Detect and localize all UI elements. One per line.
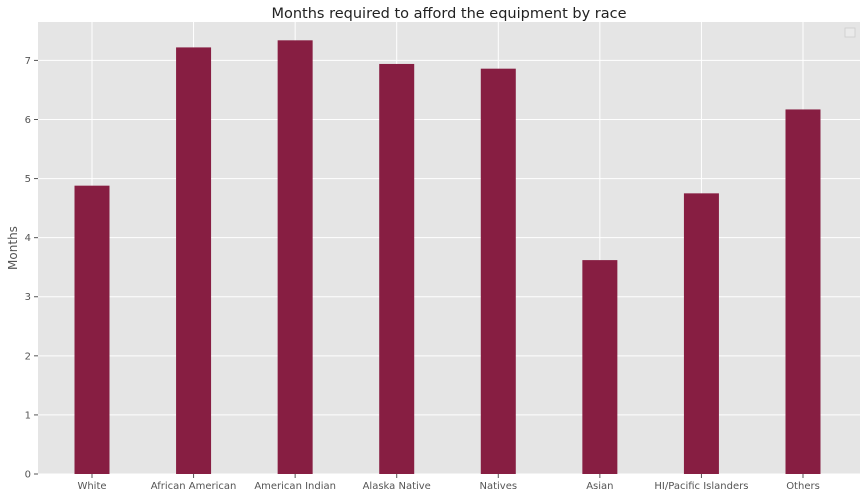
- chart-title: Months required to afford the equipment …: [271, 6, 626, 22]
- bar: [176, 47, 212, 475]
- bar: [480, 68, 516, 474]
- legend-box: [844, 27, 856, 38]
- y-tick-label: 6: [25, 115, 31, 126]
- x-tick-label: American Indian: [254, 481, 336, 492]
- y-tick-label: 3: [25, 292, 31, 303]
- x-tick-label: Others: [786, 481, 820, 492]
- y-tick-label: 5: [25, 174, 31, 185]
- x-tick-label: Alaska Native: [363, 481, 431, 492]
- plot-background: [38, 22, 860, 474]
- bar: [785, 109, 821, 475]
- x-tick-label: Asian: [586, 481, 613, 492]
- y-tick-label: 4: [25, 233, 31, 244]
- x-tick-label: Natives: [479, 481, 517, 492]
- y-axis-label: Months: [6, 226, 20, 270]
- x-tick-label: White: [77, 481, 106, 492]
- bar: [582, 260, 618, 474]
- bars: [74, 40, 821, 475]
- bar: [74, 185, 110, 475]
- y-axis-ticks: 0 1 2 3 4 5 6 7: [25, 56, 38, 481]
- x-tick-label: HI/Pacific Islanders: [654, 481, 748, 492]
- bar: [683, 193, 719, 474]
- y-tick-label: 7: [25, 56, 31, 67]
- bar: [379, 63, 415, 475]
- y-tick-label: 2: [25, 351, 31, 362]
- y-tick-label: 1: [25, 410, 31, 421]
- x-axis-ticks: White African American American Indian Alas…: [77, 474, 820, 492]
- x-tick-label: African American: [151, 481, 237, 492]
- bar: [277, 40, 313, 474]
- y-tick-label: 0: [25, 470, 31, 481]
